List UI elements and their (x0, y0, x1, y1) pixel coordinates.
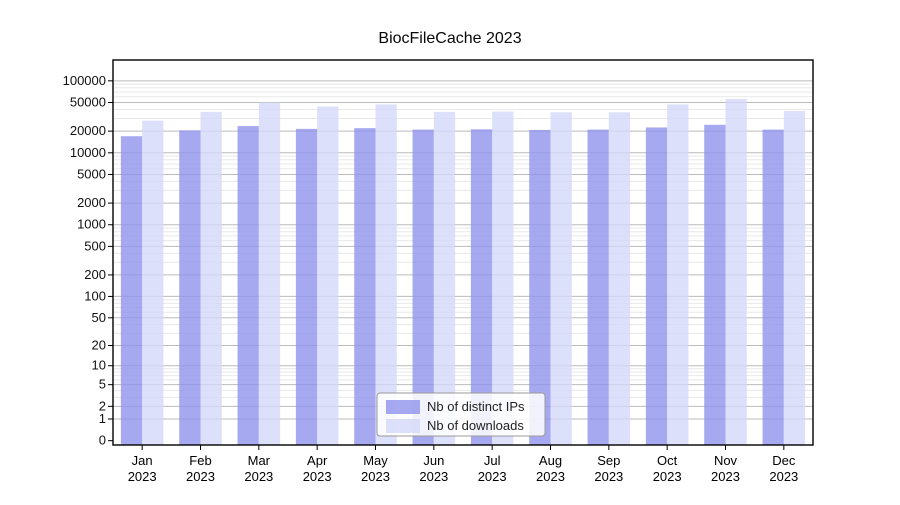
svg-text:Sep: Sep (597, 453, 620, 468)
svg-text:1000: 1000 (77, 217, 106, 232)
svg-text:2023: 2023 (303, 469, 332, 484)
svg-text:Nb of distinct IPs: Nb of distinct IPs (427, 399, 525, 414)
svg-text:2023: 2023 (536, 469, 565, 484)
svg-text:2023: 2023 (711, 469, 740, 484)
svg-text:200: 200 (84, 267, 106, 282)
svg-text:5: 5 (99, 377, 106, 392)
svg-text:2: 2 (99, 398, 106, 413)
svg-text:Nov: Nov (714, 453, 738, 468)
svg-text:100: 100 (84, 288, 106, 303)
svg-text:Jul: Jul (484, 453, 501, 468)
svg-text:50: 50 (92, 310, 106, 325)
svg-text:2023: 2023 (769, 469, 798, 484)
svg-text:Dec: Dec (772, 453, 796, 468)
svg-text:0: 0 (99, 433, 106, 448)
svg-text:10: 10 (92, 358, 106, 373)
svg-text:2023: 2023 (186, 469, 215, 484)
svg-text:Aug: Aug (539, 453, 562, 468)
svg-text:2000: 2000 (77, 195, 106, 210)
svg-text:2023: 2023 (478, 469, 507, 484)
svg-text:Nb of downloads: Nb of downloads (427, 418, 524, 433)
svg-text:2023: 2023 (128, 469, 157, 484)
svg-text:Apr: Apr (307, 453, 328, 468)
svg-text:20: 20 (92, 338, 106, 353)
svg-text:May: May (363, 453, 388, 468)
svg-text:2023: 2023 (419, 469, 448, 484)
svg-text:2023: 2023 (361, 469, 390, 484)
svg-text:5000: 5000 (77, 166, 106, 181)
svg-text:50000: 50000 (70, 94, 106, 109)
svg-text:500: 500 (84, 238, 106, 253)
svg-text:2023: 2023 (244, 469, 273, 484)
svg-text:10000: 10000 (70, 145, 106, 160)
svg-text:2023: 2023 (653, 469, 682, 484)
svg-text:100000: 100000 (63, 73, 106, 88)
svg-text:Jan: Jan (132, 453, 153, 468)
svg-text:Mar: Mar (248, 453, 271, 468)
svg-text:Jun: Jun (423, 453, 444, 468)
svg-text:Oct: Oct (657, 453, 678, 468)
svg-text:Feb: Feb (189, 453, 211, 468)
svg-text:2023: 2023 (594, 469, 623, 484)
svg-text:20000: 20000 (70, 123, 106, 138)
